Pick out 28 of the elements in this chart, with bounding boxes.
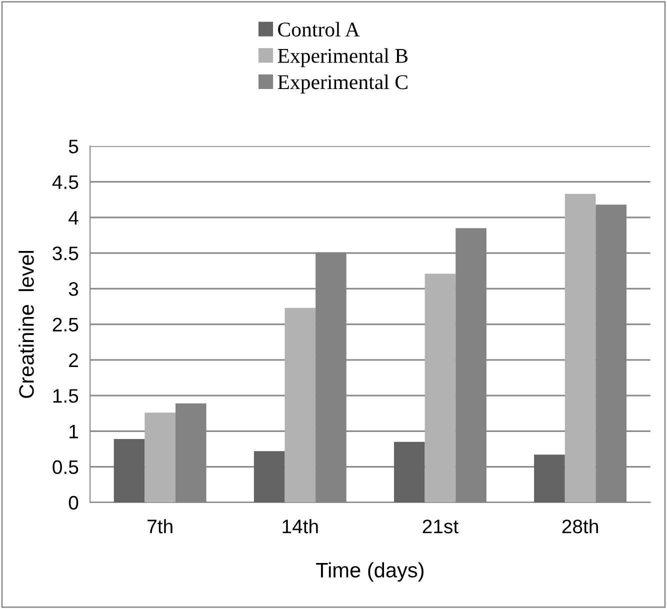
y-tick-label: 1.5: [53, 389, 78, 403]
y-tick-label: 1: [70, 424, 78, 438]
x-axis-title: Time (days): [316, 562, 424, 582]
y-tick-label: 2.5: [52, 318, 78, 332]
y-axis-title: Creatinine level: [18, 250, 34, 398]
y-tick-label: 5: [68, 140, 78, 154]
bar: [284, 308, 316, 502]
y-tick-label: 2: [69, 353, 78, 367]
x-tick-label: 7th: [148, 519, 172, 534]
y-tick-label: 0: [68, 496, 78, 510]
bar: [114, 439, 145, 502]
legend-label: Experimental B: [278, 48, 408, 68]
legend-label: Control A: [278, 22, 360, 37]
y-tick-label: 0.5: [52, 460, 78, 474]
x-tick-label: 21st: [422, 520, 458, 534]
y-tick-label: 3: [68, 282, 78, 296]
legend-label: Experimental C: [278, 74, 408, 94]
bar: [394, 442, 425, 502]
x-tick-label: 14th: [282, 519, 318, 534]
bar: [424, 274, 456, 502]
y-tick-label: 3.5: [52, 246, 78, 260]
y-tick-label: 4: [68, 211, 78, 224]
bar: [534, 454, 565, 502]
bar: [144, 412, 176, 502]
y-tick-label: 4.5: [52, 175, 78, 190]
bar: [254, 451, 285, 502]
bar: [564, 194, 596, 502]
x-tick-label: 28th: [562, 519, 598, 534]
